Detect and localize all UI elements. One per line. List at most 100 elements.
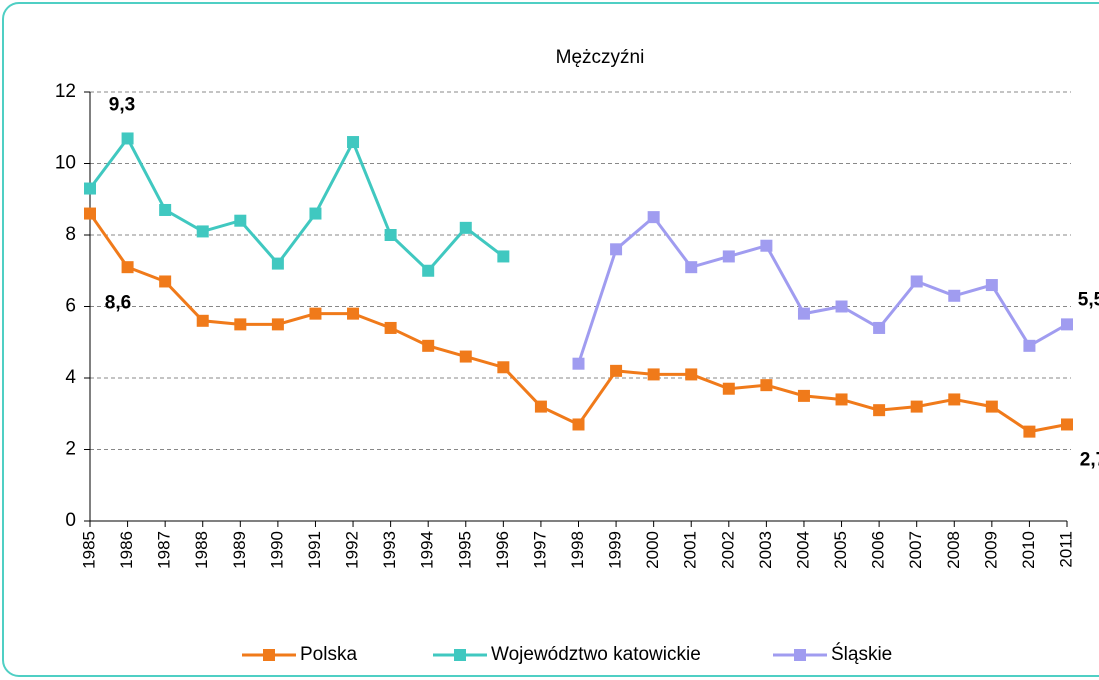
data-point: [534, 400, 547, 413]
y-tick-label: 4: [65, 367, 76, 388]
chart-title: Mężczyźni: [556, 47, 645, 68]
legend-marker: [454, 649, 466, 661]
data-point: [1023, 425, 1036, 438]
data-point: [797, 389, 810, 402]
data-point: [835, 300, 848, 313]
data-point: [497, 250, 510, 263]
data-point: [685, 368, 698, 381]
y-tick-label: 12: [55, 81, 76, 102]
y-tick-label: 8: [65, 224, 76, 245]
data-point: [985, 279, 998, 292]
x-tick-label: 1992: [343, 531, 362, 569]
x-tick-label: 2001: [681, 531, 700, 569]
data-point: [1023, 339, 1036, 352]
data-point: [159, 203, 172, 216]
data-point: [873, 404, 886, 417]
x-tick-label: 2011: [1056, 531, 1075, 568]
x-tick-label: 1985: [79, 531, 98, 569]
x-tick-label: 2010: [1019, 531, 1038, 569]
legend-label: Województwo katowickie: [491, 644, 701, 665]
data-point: [384, 229, 397, 241]
data-point: [309, 207, 322, 220]
data-point: [309, 307, 322, 320]
x-tick-label: 1991: [305, 531, 324, 569]
data-point: [347, 136, 360, 149]
x-tick-label: 1990: [267, 531, 286, 569]
x-tick-label: 2005: [831, 531, 850, 569]
data-point: [722, 250, 735, 263]
legend-label: Śląskie: [831, 643, 892, 665]
data-point: [422, 339, 435, 352]
data-point: [873, 321, 886, 334]
data-point: [1061, 318, 1073, 331]
data-point: [347, 307, 360, 320]
data-label: 9,3: [109, 95, 135, 116]
data-point: [910, 275, 923, 288]
legend-label: Polska: [300, 644, 357, 665]
data-point: [84, 207, 96, 220]
data-point: [647, 211, 660, 224]
x-tick-label: 2000: [643, 531, 662, 569]
data-point: [985, 400, 998, 413]
x-tick-label: 1995: [455, 531, 474, 569]
data-point: [722, 382, 735, 395]
legend-marker: [263, 649, 275, 661]
x-tick-label: 1987: [155, 531, 174, 569]
x-tick-label: 2008: [944, 531, 963, 569]
x-tick-label: 1998: [568, 531, 587, 569]
data-point: [948, 289, 961, 302]
y-tick-label: 6: [65, 296, 76, 317]
data-point: [384, 321, 397, 334]
data-point: [459, 221, 472, 234]
data-point: [422, 264, 435, 277]
data-point: [121, 261, 134, 274]
data-point: [84, 182, 96, 195]
x-tick-label: 2006: [869, 531, 888, 569]
data-point: [685, 261, 698, 274]
x-tick-label: 1997: [530, 531, 549, 569]
data-label: 2,7: [1080, 449, 1099, 470]
y-tick-label: 0: [65, 510, 76, 531]
series-line: [577, 214, 1068, 365]
data-point: [497, 361, 510, 374]
x-tick-label: 1996: [493, 531, 512, 569]
series-line: [88, 135, 505, 273]
legend-marker: [794, 649, 806, 661]
data-point: [1061, 418, 1073, 431]
data-point: [572, 357, 585, 370]
data-point: [271, 257, 284, 270]
y-tick-label: 2: [65, 439, 76, 460]
data-point: [196, 314, 209, 327]
data-point: [159, 275, 172, 288]
data-point: [948, 393, 961, 406]
data-point: [196, 225, 209, 238]
data-label: 8,6: [105, 293, 131, 314]
data-point: [121, 132, 134, 145]
data-point: [572, 418, 585, 431]
x-tick-label: 2004: [793, 531, 812, 569]
data-point: [610, 243, 623, 256]
x-tick-label: 1999: [606, 531, 625, 569]
data-point: [234, 214, 247, 227]
data-point: [910, 400, 923, 413]
data-point: [760, 239, 773, 252]
data-point: [271, 318, 284, 331]
x-tick-label: 2002: [718, 531, 737, 569]
x-tick-label: 1994: [418, 531, 437, 569]
data-point: [647, 368, 660, 381]
data-label: 5,5: [1078, 289, 1099, 310]
data-point: [610, 364, 623, 377]
data-point: [835, 393, 848, 406]
x-tick-label: 2003: [756, 531, 775, 569]
data-point: [459, 350, 472, 363]
data-point: [234, 318, 247, 331]
x-tick-label: 2007: [906, 531, 925, 569]
x-tick-label: 1989: [230, 531, 249, 569]
data-point: [760, 379, 773, 392]
x-tick-label: 1988: [192, 531, 211, 569]
y-tick-label: 10: [55, 153, 76, 174]
x-tick-label: 2009: [981, 531, 1000, 569]
x-tick-label: 1986: [117, 531, 136, 569]
